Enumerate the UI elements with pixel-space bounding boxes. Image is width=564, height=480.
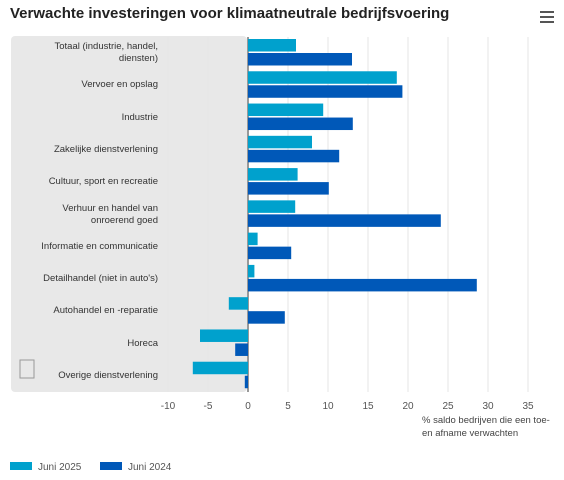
x-tick-label: 15 [362, 401, 374, 412]
bar [248, 246, 292, 260]
legend-swatch [10, 462, 32, 470]
bar [248, 149, 340, 163]
bar [248, 103, 324, 117]
bar [248, 53, 352, 66]
bar [248, 200, 296, 213]
category-label: Industrie [121, 111, 158, 123]
legend-label: Juni 2025 [38, 462, 82, 473]
bar [248, 264, 255, 278]
label-panel [11, 36, 247, 392]
x-tick-label: 5 [285, 401, 291, 412]
bar [248, 182, 329, 195]
x-axis-label: % saldo bedrijven die een toe- en afname… [422, 415, 550, 439]
x-tick-label: 25 [442, 401, 454, 412]
menu-button[interactable] [539, 10, 555, 24]
bar [248, 39, 296, 52]
category-label: Informatie en communicatie [41, 240, 158, 252]
category-label: Horeca [127, 337, 158, 349]
bar [248, 135, 312, 149]
bar [248, 85, 403, 98]
category-label: Zakelijke dienstverlening [53, 143, 158, 155]
bar [248, 117, 353, 131]
bar [235, 343, 248, 356]
bar [248, 214, 441, 227]
logo [19, 359, 35, 379]
x-tick-label: 0 [245, 401, 251, 412]
x-tick-label: 20 [402, 401, 414, 412]
x-tick-label: 10 [322, 401, 334, 412]
bar [192, 361, 248, 375]
category-label: Overige dienstverlening [58, 369, 158, 381]
bar [244, 375, 248, 389]
category-label: Vervoer en opslag [81, 79, 158, 91]
category-label: Cultuur, sport en recreatie [48, 176, 158, 188]
legend-label: Juni 2024 [128, 462, 172, 473]
category-label: Detailhandel (niet in auto's) [43, 273, 158, 285]
bar [248, 232, 258, 246]
chart-title: Verwachte investeringen voor klimaatneut… [10, 5, 449, 22]
category-label: Totaal (industrie, handel, diensten) [54, 41, 158, 65]
bar [248, 168, 298, 181]
category-label: Verhuur en handel van onroerend goed [62, 202, 158, 226]
x-tick-label: 35 [522, 401, 534, 412]
bar [200, 329, 248, 342]
category-label: Autohandel en -reparatie [53, 305, 158, 317]
x-tick-label: 30 [482, 401, 494, 412]
x-tick-label: -10 [161, 401, 176, 412]
bar [248, 278, 477, 292]
legend-swatch [100, 462, 122, 470]
bar [248, 311, 285, 324]
bar [248, 71, 397, 84]
x-tick-label: -5 [204, 401, 213, 412]
bar [228, 297, 248, 310]
